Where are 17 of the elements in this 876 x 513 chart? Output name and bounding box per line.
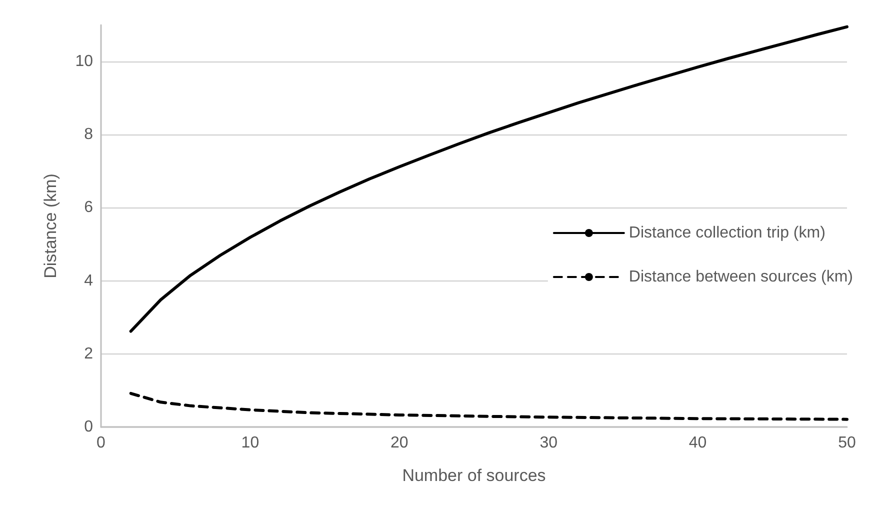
y-tick-label: 4 bbox=[84, 272, 94, 290]
y-tick-label: 10 bbox=[75, 53, 94, 70]
x-tick-label: 20 bbox=[390, 434, 408, 452]
y-tick-label: 8 bbox=[84, 126, 94, 144]
legend-label: Distance between sources (km) bbox=[628, 268, 854, 286]
x-tick-label: 30 bbox=[540, 434, 558, 452]
x-tick-label: 50 bbox=[838, 434, 856, 452]
y-axis-title: Distance (km) bbox=[41, 174, 60, 278]
x-tick-label: 0 bbox=[96, 434, 106, 452]
line-series bbox=[129, 392, 848, 421]
legend-label: Distance collection trip (km) bbox=[628, 224, 826, 242]
y-tick-label: 0 bbox=[84, 418, 94, 436]
y-tick-label: 6 bbox=[84, 199, 94, 216]
x-tick-label: 40 bbox=[688, 434, 707, 452]
x-axis-title: Number of sources bbox=[402, 466, 546, 485]
x-tick-label: 10 bbox=[241, 434, 260, 452]
y-tick-label: 2 bbox=[84, 345, 94, 362]
